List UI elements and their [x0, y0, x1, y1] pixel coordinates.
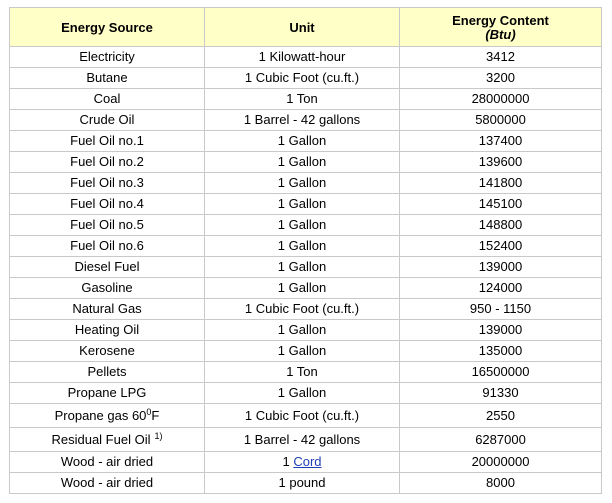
cell-source: Pellets: [9, 361, 205, 383]
cell-content: 28000000: [399, 88, 602, 110]
table-row: Propane LPG 1 Gallon 91330: [9, 382, 602, 404]
cell-source: Crude Oil: [9, 109, 205, 131]
cell-content: 20000000: [399, 451, 602, 473]
header-energy-content: Energy Content (Btu): [399, 7, 602, 47]
cell-content: 148800: [399, 214, 602, 236]
cell-unit: 1 Gallon: [204, 193, 400, 215]
cell-content: 139000: [399, 319, 602, 341]
cell-content: 137400: [399, 130, 602, 152]
table-row: Fuel Oil no.4 1 Gallon 145100: [9, 193, 602, 215]
cell-unit: 1 Gallon: [204, 151, 400, 173]
energy-content-table: Energy Source Unit Energy Content (Btu) …: [9, 7, 602, 494]
header-energy-content-unit: (Btu): [485, 26, 516, 42]
cell-unit: 1 Barrel - 42 gallons: [204, 427, 400, 452]
table-row: Fuel Oil no.3 1 Gallon 141800: [9, 172, 602, 194]
cell-source: Coal: [9, 88, 205, 110]
header-unit: Unit: [204, 7, 400, 47]
cell-unit: 1 Gallon: [204, 340, 400, 362]
cell-content: 91330: [399, 382, 602, 404]
cell-content: 139600: [399, 151, 602, 173]
cell-content: 8000: [399, 472, 602, 494]
cell-source: Wood - air dried: [9, 451, 205, 473]
table-row: Natural Gas 1 Cubic Foot (cu.ft.) 950 - 11…: [9, 298, 602, 320]
table-row: Butane 1 Cubic Foot (cu.ft.) 3200: [9, 67, 602, 89]
table-row: Pellets 1 Ton 16500000: [9, 361, 602, 383]
table-row: Fuel Oil no.5 1 Gallon 148800: [9, 214, 602, 236]
header-energy-content-label: Energy Content: [452, 12, 549, 28]
cell-unit: 1 Cubic Foot (cu.ft.): [204, 298, 400, 320]
cell-source: Fuel Oil no.3: [9, 172, 205, 194]
table-row-propane-gas: Propane gas 600F 1 Cubic Foot (cu.ft.) 2…: [9, 403, 602, 428]
cell-source: Kerosene: [9, 340, 205, 362]
cell-unit: 1 Barrel - 42 gallons: [204, 109, 400, 131]
table-row: Coal 1 Ton 28000000: [9, 88, 602, 110]
cell-unit: 1 Gallon: [204, 319, 400, 341]
table-row-residual-fuel-oil: Residual Fuel Oil 1) 1 Barrel - 42 gallon…: [9, 427, 602, 452]
cell-content: 5800000: [399, 109, 602, 131]
footnote-marker: 1): [154, 430, 163, 441]
cell-content: 124000: [399, 277, 602, 299]
cell-content: 2550: [399, 403, 602, 428]
cell-content: 135000: [399, 340, 602, 362]
cell-unit: 1 Gallon: [204, 256, 400, 278]
cell-content: 145100: [399, 193, 602, 215]
cell-unit: 1 pound: [204, 472, 400, 494]
cell-unit: 1 Kilowatt-hour: [204, 46, 400, 68]
cell-unit: 1 Gallon: [204, 235, 400, 257]
table-row: Fuel Oil no.6 1 Gallon 152400: [9, 235, 602, 257]
table-row-wood-cord: Wood - air dried 1 Cord 20000000: [9, 451, 602, 473]
cell-source: Fuel Oil no.1: [9, 130, 205, 152]
cell-source: Gasoline: [9, 277, 205, 299]
cell-unit: 1 Cubic Foot (cu.ft.): [204, 403, 400, 428]
cell-unit: 1 Gallon: [204, 382, 400, 404]
cell-unit: 1 Cord: [204, 451, 400, 473]
cell-source: Butane: [9, 67, 205, 89]
cell-source: Heating Oil: [9, 319, 205, 341]
cell-content: 3200: [399, 67, 602, 89]
degree-superscript: 0: [146, 406, 152, 417]
energy-content-table-container: Energy Source Unit Energy Content (Btu) …: [9, 7, 602, 494]
cell-unit: 1 Gallon: [204, 172, 400, 194]
cell-source: Propane LPG: [9, 382, 205, 404]
cell-source: Fuel Oil no.2: [9, 151, 205, 173]
cell-source: Fuel Oil no.4: [9, 193, 205, 215]
cell-source: Fuel Oil no.5: [9, 214, 205, 236]
cell-content: 950 - 1150: [399, 298, 602, 320]
cell-source: Diesel Fuel: [9, 256, 205, 278]
table-row: Electricity 1 Kilowatt-hour 3412: [9, 46, 602, 68]
cell-source: Electricity: [9, 46, 205, 68]
cell-source: Residual Fuel Oil 1): [9, 427, 205, 452]
header-energy-source: Energy Source: [9, 7, 205, 47]
cell-source: Fuel Oil no.6: [9, 235, 205, 257]
cell-content: 3412: [399, 46, 602, 68]
table-row: Kerosene 1 Gallon 135000: [9, 340, 602, 362]
table-row: Diesel Fuel 1 Gallon 139000: [9, 256, 602, 278]
cell-unit: 1 Gallon: [204, 130, 400, 152]
table-header: Energy Source Unit Energy Content (Btu): [9, 7, 602, 47]
cell-source: Natural Gas: [9, 298, 205, 320]
table-row: Fuel Oil no.1 1 Gallon 137400: [9, 130, 602, 152]
cell-unit: 1 Ton: [204, 88, 400, 110]
table-row: Crude Oil 1 Barrel - 42 gallons 5800000: [9, 109, 602, 131]
table-body: Electricity 1 Kilowatt-hour 3412 Butane 1 C…: [9, 46, 602, 494]
table-row-wood-pound: Wood - air dried 1 pound 8000: [9, 472, 602, 494]
cell-source: Wood - air dried: [9, 472, 205, 494]
cell-content: 6287000: [399, 427, 602, 452]
cord-link[interactable]: Cord: [293, 454, 322, 469]
table-row: Heating Oil 1 Gallon 139000: [9, 319, 602, 341]
cell-source: Propane gas 600F: [9, 403, 205, 428]
cell-content: 139000: [399, 256, 602, 278]
table-row: Fuel Oil no.2 1 Gallon 139600: [9, 151, 602, 173]
cell-unit: 1 Ton: [204, 361, 400, 383]
cell-unit: 1 Gallon: [204, 214, 400, 236]
cell-unit: 1 Cubic Foot (cu.ft.): [204, 67, 400, 89]
table-row: Gasoline 1 Gallon 124000: [9, 277, 602, 299]
cell-content: 152400: [399, 235, 602, 257]
cell-content: 16500000: [399, 361, 602, 383]
cell-unit: 1 Gallon: [204, 277, 400, 299]
cell-content: 141800: [399, 172, 602, 194]
header-row: Energy Source Unit Energy Content (Btu): [9, 7, 602, 47]
